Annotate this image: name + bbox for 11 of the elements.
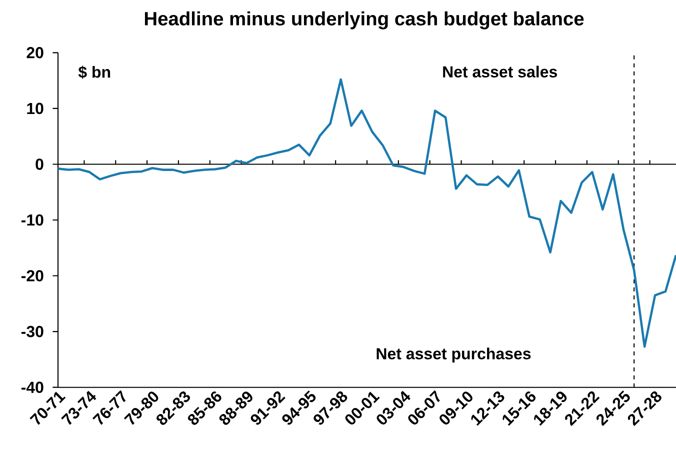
y-tick-label: 0 (36, 158, 44, 170)
y-tick-label: -30 (21, 326, 44, 338)
annotation: Net asset purchases (376, 348, 531, 363)
y-tick-label: -40 (21, 382, 44, 394)
y-axis-title: $ bn (78, 66, 110, 79)
y-tick-label: -10 (21, 214, 44, 226)
chart-title: Headline minus underlying cash budget balance (144, 12, 584, 30)
y-tick-label: -20 (21, 270, 44, 282)
y-tick-label: 10 (27, 102, 44, 114)
y-tick-label: 20 (26, 47, 44, 59)
annotation: Net asset sales (443, 66, 557, 78)
